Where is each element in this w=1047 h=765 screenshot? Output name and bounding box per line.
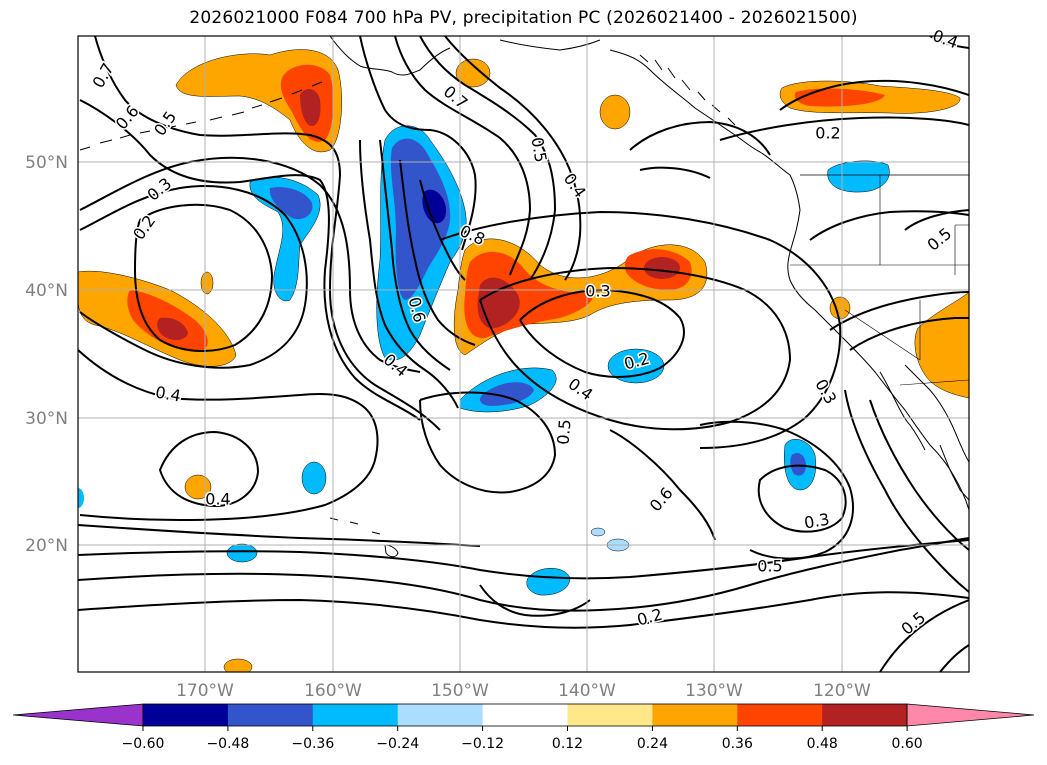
lat-label: 20°N (25, 536, 68, 556)
pv-contours (78, 36, 969, 672)
lon-label: 150°W (431, 681, 489, 701)
lat-label: 40°N (25, 281, 68, 301)
colorbar-extend-low (12, 703, 144, 727)
contour-label: 0.3 (585, 282, 610, 301)
contour-label: 0.5 (553, 418, 574, 445)
colorbar-segment (822, 704, 908, 726)
latitude-axis: 50°N 40°N 30°N 20°N (25, 153, 68, 556)
colorbar-tick-label: 0.12 (552, 736, 583, 752)
colorbar-segment (397, 704, 484, 726)
contour-label: 0.5 (757, 557, 782, 576)
colorbar-tick-label: 0.36 (722, 736, 753, 752)
colorbar-segment (312, 704, 399, 726)
contour-label: 0.2 (815, 124, 840, 143)
lon-label: 160°W (304, 681, 362, 701)
lat-label: 30°N (25, 409, 68, 429)
lat-label: 50°N (25, 153, 68, 173)
colorbar-tick-label: −0.48 (206, 736, 249, 752)
contour-label: 0.4 (205, 490, 230, 509)
colorbar-tick-label: 0.60 (892, 736, 923, 752)
contour-label: 0.4 (154, 382, 182, 405)
colorbar-segment (482, 704, 568, 726)
precip-shading (78, 49, 969, 672)
lon-label: 170°W (176, 681, 234, 701)
colorbar-segment (737, 704, 823, 726)
lon-label: 130°W (685, 681, 743, 701)
colorbar-tick-label: 0.48 (807, 736, 838, 752)
colorbar-tick-label: −0.24 (376, 736, 419, 752)
graticule (78, 36, 969, 672)
plot-frame (77, 35, 970, 673)
colorbar-segment (143, 704, 229, 726)
colorbar: −0.60 −0.48 −0.36 −0.24 −0.12 0.12 0.24 0.36 0.4… (12, 703, 1035, 752)
colorbar-tick-label: −0.12 (461, 736, 504, 752)
map-title: 2026021000 F084 700 hPa PV, precipitatio… (189, 8, 858, 28)
lon-label: 120°W (813, 681, 871, 701)
contour-label: 0.3 (803, 509, 831, 532)
colorbar-segment (652, 704, 738, 726)
colorbar-frame (142, 703, 908, 727)
colorbar-tick-label: 0.24 (637, 736, 668, 752)
longitude-axis: 170°W 160°W 150°W 140°W 130°W 120°W (176, 681, 871, 701)
colorbar-segment (567, 704, 653, 726)
colorbar-extend-high (906, 703, 1035, 727)
colorbar-tick-label: −0.36 (291, 736, 334, 752)
colorbar-segment (227, 704, 314, 726)
colorbar-tick-label: −0.60 (122, 736, 165, 752)
lon-label: 140°W (558, 681, 616, 701)
